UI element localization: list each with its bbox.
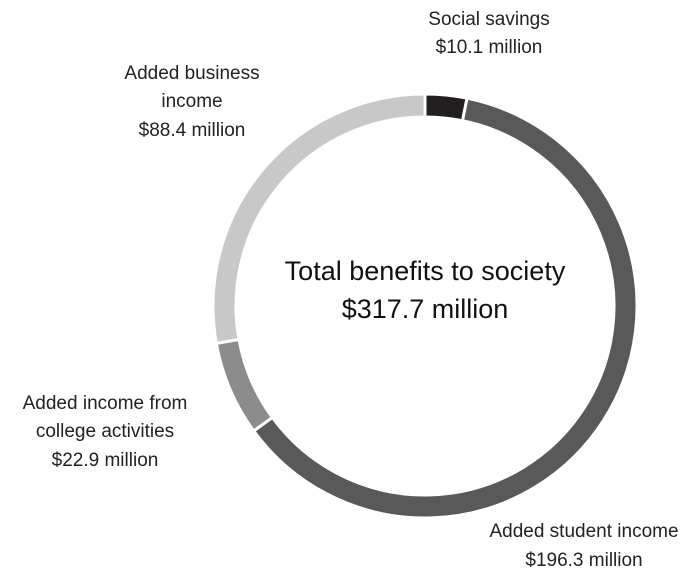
- slice-label-added-business-income: Added business income $88.4 million: [124, 63, 259, 141]
- donut-slice-2: [214, 337, 275, 434]
- slice-label-line: Social savings: [428, 9, 549, 30]
- slice-label-line: income: [161, 91, 222, 112]
- slice-label-line: Added student income: [489, 521, 678, 542]
- donut-slice-3: [211, 92, 427, 346]
- donut-slices: [211, 92, 639, 520]
- slice-label-college-activities: Added income from college activities $22…: [23, 393, 188, 471]
- slice-label-added-student-income: Added student income $196.3 million: [489, 521, 678, 571]
- slice-value-label: $196.3 million: [525, 550, 642, 571]
- slice-label-line: Added income from: [23, 393, 188, 414]
- slice-label-social-savings: Social savings $10.1 million: [428, 9, 549, 58]
- slice-value-label: $10.1 million: [436, 37, 543, 58]
- donut-slice-0: [423, 92, 469, 123]
- center-title: Total benefits to society: [285, 256, 566, 286]
- slice-value-label: $88.4 million: [139, 120, 246, 141]
- slice-label-line: Added business: [124, 63, 259, 84]
- center-total: $317.7 million: [342, 294, 509, 324]
- slice-label-line: college activities: [36, 421, 174, 442]
- slice-value-label: $22.9 million: [52, 450, 159, 471]
